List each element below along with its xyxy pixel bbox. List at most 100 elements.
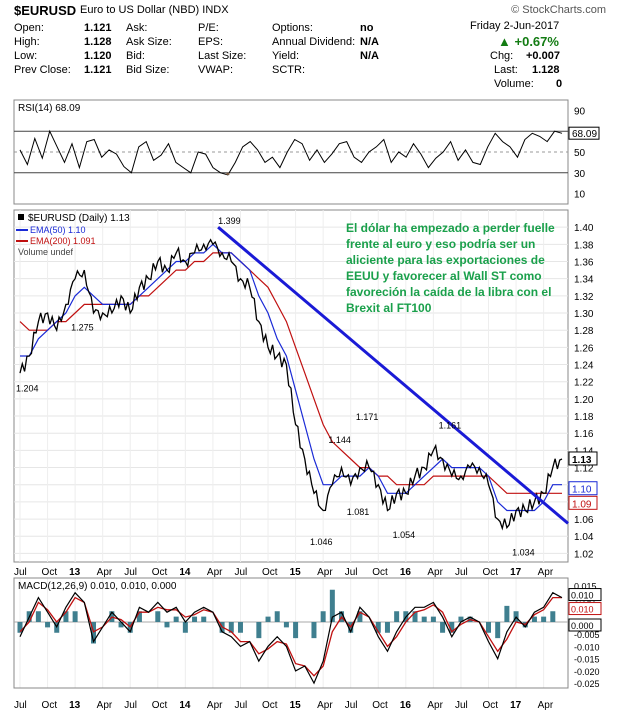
macd-value-tag-label: 0.000 [571,621,594,631]
rsi-tick-label: 10 [574,190,586,201]
rsi-tick-label: 30 [574,169,586,180]
price-tick-label: 1.22 [574,378,594,389]
price-value-tag [568,481,598,496]
rsi-tick-label: 90 [574,106,586,117]
x-axis-label-bottom: Oct [42,700,58,711]
x-axis-label-bottom: Jul [455,700,468,711]
chg-value: +0.007 [526,50,560,62]
price-tick-label: 1.16 [574,429,594,440]
x-axis-label-mid: Oct [483,567,499,578]
chg-label: Chg: [490,50,514,62]
price-peak-label: 1.144 [328,435,351,445]
volume-value: 0 [556,78,563,90]
up-triangle-icon: ▲ [498,34,511,49]
prev-close-value: 1.121 [84,64,112,76]
annotation-text: El dólar ha empezado a perder fuelle fre… [346,221,555,315]
x-axis-label-mid: Oct [42,567,58,578]
macd-signal-line [19,596,562,677]
macd-tick-label: 0.015 [574,581,597,591]
vwap-label: VWAP: [198,64,234,76]
x-axis-label-mid: Apr [97,567,113,578]
trendline [217,226,569,525]
rsi-line [19,129,563,176]
price-tick-label: 1.24 [574,361,594,372]
options-label: Options: [272,22,313,34]
x-axis-label-mid: 15 [290,567,302,578]
price-tick-label: 1.32 [574,292,594,303]
price-tick-label: 1.30 [574,309,594,320]
x-axis-label-bottom: Oct [152,700,168,711]
price-tick-label: 1.34 [574,275,594,286]
eps-label: EPS: [198,36,224,48]
x-axis-label-mid: Oct [262,567,278,578]
volume-label: Volume: [494,78,534,90]
low-value: 1.120 [84,50,112,62]
price-value-tag-label: 1.10 [572,485,592,496]
x-axis-label-mid: Jul [345,567,358,578]
price-tick-label: 1.18 [574,412,594,423]
macd-tick-label: -0.025 [574,679,600,689]
macd-tick-label: -0.020 [574,667,600,677]
stockcharts-brand: © StockCharts.com [511,4,606,16]
ask-size-label: Ask Size: [126,36,172,48]
price-peak-label: 1.034 [512,547,535,557]
x-axis-label-mid: Jul [124,567,137,578]
x-axis-label-mid: Apr [538,567,554,578]
x-axis-label-mid: Jul [234,567,247,578]
ask-label: Ask: [126,22,148,34]
x-axis-label-mid: 16 [400,567,412,578]
price-peak-label: 1.399 [218,216,241,226]
price-peak-label: 1.081 [347,507,370,517]
legend-ema50: EMA(50) 1.10 [30,225,86,235]
yield-value: N/A [360,50,379,62]
price-tick-label: 1.40 [574,223,594,234]
x-axis-label-bottom: Apr [427,700,443,711]
price-tick-label: 1.06 [574,515,594,526]
sctr-label: SCTR: [272,64,305,76]
price-tick-label: 1.28 [574,326,594,337]
price-tick-label: 1.26 [574,343,594,354]
price-panel [13,209,569,563]
x-axis-label-mid: Jul [14,567,27,578]
rsi-tick-label: 50 [574,148,586,159]
price-value-tag [568,495,598,510]
x-axis-label-bottom: Oct [372,700,388,711]
x-axis-label-bottom: 13 [69,700,81,711]
symbol-description: Euro to US Dollar (NBD) INDX [80,4,229,16]
pe-label: P/E: [198,22,219,34]
price-peak-label: 1.171 [356,412,379,422]
x-axis-label-bottom: Jul [234,700,247,711]
price-tick-label: 1.12 [574,464,594,475]
macd-tick-label: -0.010 [574,642,600,652]
macd-value-tag-label: 0.010 [571,605,594,615]
x-axis-label-bottom: Apr [538,700,554,711]
price-tick-label: 1.38 [574,240,594,251]
annual-dividend-label: Annual Dividend: [272,36,356,48]
x-axis-label-mid: Jul [455,567,468,578]
change-percent: ▲ +0.67% [498,34,559,49]
yield-label: Yield: [272,50,300,62]
price-value-tag [568,451,598,466]
price-tick-label: 1.04 [574,532,594,543]
price-peak-label: 1.275 [71,322,94,332]
legend-price: $EURUSD (Daily) 1.13 [28,213,130,224]
price-peak-label: 1.161 [439,420,462,430]
high-value: 1.128 [84,36,112,48]
open-label: Open: [14,22,44,34]
symbol: $EURUSD [14,3,77,18]
macd-tick-label: -0.015 [574,655,600,665]
x-axis-label-bottom: Oct [262,700,278,711]
annual-dividend-value: N/A [360,36,379,48]
x-axis-label-bottom: 17 [510,700,522,711]
legend-swatch-price [18,214,24,220]
open-value: 1.121 [84,22,112,34]
price-line [19,238,563,531]
x-axis-label-mid: Apr [427,567,443,578]
quote-date: Friday 2-Jun-2017 [470,20,560,32]
low-label: Low: [14,50,38,62]
ema50-line [20,243,562,512]
macd-tick-label: -0.005 [574,630,600,640]
x-axis-label-bottom: Apr [207,700,223,711]
x-axis-label-mid: Oct [372,567,388,578]
